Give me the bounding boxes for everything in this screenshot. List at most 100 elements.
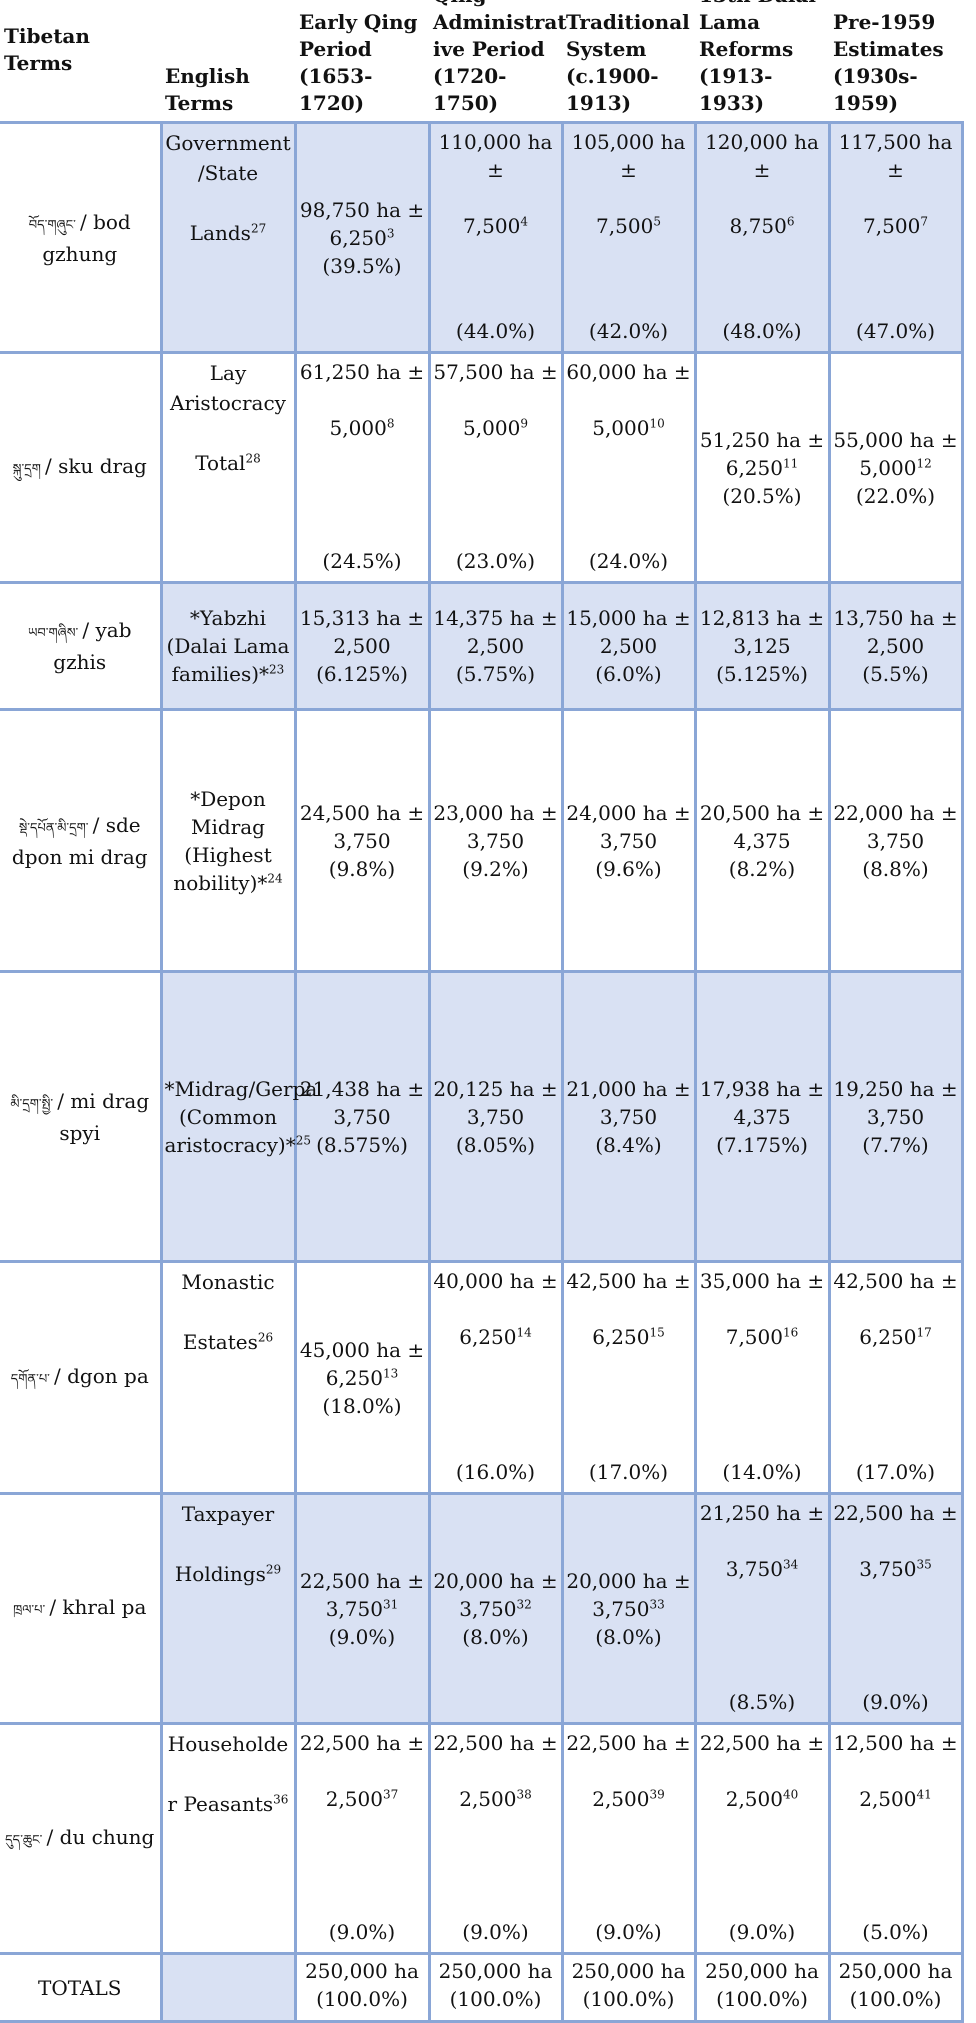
table-row: སྡེ་དཔོན་མི་དྲག་ / sde dpon mi drag *Depo… [0, 708, 964, 973]
column-header-line: (1930s-1959) [833, 64, 918, 115]
land-percent: (14.0%) [722, 1460, 802, 1484]
land-percent: (7.7%) [862, 1132, 929, 1157]
totals-percent: (100.0%) [716, 1987, 808, 2011]
footnote-marker: 41 [916, 1787, 932, 1802]
column-header-line: Early Qing [299, 10, 418, 34]
land-value: 20,125 ha ± 3,750 [433, 1076, 558, 1129]
land-value: 51,250 ha ± 6,25011 [699, 427, 825, 480]
english-term: *Depon Midrag (Highest nobility)*24 [173, 786, 283, 895]
land-percent: (44.0%) [455, 319, 536, 343]
land-value-cell: 57,500 ha ±5,0009 (23.0%) [427, 351, 564, 584]
land-value: 21,000 ha ± 3,750 [566, 1076, 691, 1129]
land-value: 15,000 ha ± 2,500 [566, 606, 691, 658]
header-row: Tibetan Terms English Terms Early Qing Perio… [0, 0, 962, 124]
column-header-line: (1653-1720) [299, 64, 373, 115]
english-term-cell: *Midrag/Gerpa (Common aristocracy)*25 [159, 970, 317, 1263]
footnote-marker: 16 [782, 1325, 799, 1340]
tibetan-term-cell: སྐུ་དྲག / sku drag [0, 351, 163, 584]
footnote-marker: 37 [382, 1787, 399, 1802]
table-body: བོད་གཞུང་ / bod gzhung Government/State La… [0, 121, 964, 2023]
land-percent: (48.0%) [722, 319, 802, 343]
english-term: Government/State Lands27 [165, 131, 291, 245]
tibetan-term-cell: ཁྲལ་པ་ / khral pa [0, 1492, 163, 1725]
land-value-cell: 22,500 ha ±2,50037 (9.0%) [293, 1722, 431, 1955]
table-row: སྐུ་དྲག / sku drag Lay Aristocracy Total28 6… [0, 351, 964, 584]
land-value: 120,000 ha ±8,7506 [705, 130, 819, 238]
english-term: Taxpayer Holdings29 [174, 1502, 282, 1586]
land-percent: (24.5%) [322, 549, 402, 573]
footnote-marker: 33 [649, 1596, 665, 1611]
land-value-cell: 60,000 ha ±5,00010 (24.0%) [560, 351, 697, 584]
column-header-5: 13th Dalai Lama Reforms (1913-1933) [695, 0, 829, 124]
footnote-marker: 12 [916, 455, 932, 470]
land-percent: (39.5%) [322, 253, 402, 278]
land-value: 110,000 ha ±7,5004 [438, 130, 553, 238]
land-percent: (9.2%) [462, 856, 529, 881]
land-value: 42,500 ha ±6,25017 [833, 1269, 958, 1349]
land-percent: (16.0%) [455, 1460, 536, 1484]
footnote-marker: 13 [382, 1365, 399, 1380]
tibetan-wylie: / sku drag [45, 453, 147, 478]
column-header-4: Traditional System (c.1900-1913) [562, 0, 695, 124]
land-value-cell: 12,813 ha ± 3,125 (5.125%) [693, 581, 831, 711]
english-term-cell: Government/State Lands27 [159, 121, 297, 354]
footnote-marker: 34 [782, 1557, 799, 1572]
land-value: 22,500 ha ±2,50038 [433, 1731, 558, 1811]
land-percent: (5.5%) [862, 662, 929, 686]
land-value: 22,500 ha ±3,75035 [833, 1501, 958, 1581]
table-row: དུད་ཆུང་ / du chung Householde r Peasants3… [0, 1722, 964, 1955]
footnote-marker: 26 [257, 1330, 274, 1345]
land-value-cell: 19,250 ha ± 3,750 (7.7%) [827, 970, 964, 1263]
column-header-line: Qing [433, 0, 487, 7]
column-header-line: Administrat [433, 10, 567, 34]
land-value-cell: 13,750 ha ± 2,500 (5.5%) [827, 581, 964, 711]
footnote-marker: 36 [273, 1792, 289, 1807]
land-percent: (17.0%) [855, 1460, 936, 1484]
land-percent: (8.0%) [462, 1624, 529, 1649]
column-header-line: Period [299, 37, 372, 61]
land-value-cell: 45,000 ha ± 6,25013 (18.0%) [293, 1260, 431, 1495]
land-value-cell: 40,000 ha ±6,25014 (16.0%) [427, 1260, 564, 1495]
table-row: བོད་གཞུང་ / bod gzhung Government/State La… [0, 121, 964, 354]
land-value: 24,000 ha ± 3,750 [566, 800, 691, 853]
land-value-cell: 42,500 ha ±6,25017 (17.0%) [827, 1260, 964, 1495]
tibetan-wylie: / dgon pa [54, 1363, 149, 1388]
land-value-cell: 24,500 ha ± 3,750 (9.8%) [293, 708, 431, 973]
land-value: 22,000 ha ± 3,750 [833, 800, 958, 853]
tibetan-script: སྐུ་དྲག [12, 461, 45, 477]
land-percent: (5.75%) [455, 662, 536, 686]
totals-percent: (100.0%) [582, 1987, 675, 2011]
land-value-cell: 120,000 ha ±8,7506 (48.0%) [693, 121, 831, 354]
land-value-cell: 24,000 ha ± 3,750 (9.6%) [560, 708, 697, 973]
column-header-line: System [566, 37, 647, 61]
totals-value-cell: 250,000 ha (100.0%) [560, 1952, 697, 2023]
land-value-cell: 22,500 ha ±2,50039 (9.0%) [560, 1722, 697, 1955]
english-term-cell: Taxpayer Holdings29 [159, 1492, 297, 1725]
land-percent: (22.0%) [855, 483, 936, 508]
tibetan-script: མི་དྲག་སྤྱི་ [10, 1096, 58, 1112]
land-value-cell: 61,250 ha ±5,0008 (24.5%) [293, 351, 431, 584]
tibetan-wylie: / du chung [46, 1824, 155, 1849]
footnote-marker: 6 [786, 214, 795, 229]
footnote-marker: 27 [250, 221, 267, 236]
english-term: Monastic Estates26 [181, 1270, 275, 1354]
tibetan-term-cell: དུད་ཆུང་ / du chung [0, 1722, 163, 1955]
english-term: *Midrag/Gerpa (Common aristocracy)*25 [164, 1076, 318, 1157]
column-header-line: Terms [165, 91, 234, 115]
land-value-cell: 22,500 ha ±2,50040 (9.0%) [693, 1722, 831, 1955]
land-percent: (9.0%) [595, 1920, 662, 1944]
land-value-cell: 14,375 ha ± 2,500 (5.75%) [427, 581, 564, 711]
totals-percent: (100.0%) [449, 1987, 542, 2011]
land-value-cell: 20,000 ha ± 3,75033 (8.0%) [560, 1492, 697, 1725]
column-header-line: Traditional [566, 10, 690, 34]
totals-value-cell: 250,000 ha (100.0%) [427, 1952, 564, 2023]
land-value-cell: 20,125 ha ± 3,750 (8.05%) [427, 970, 564, 1263]
land-value-cell: 15,000 ha ± 2,500 (6.0%) [560, 581, 697, 711]
land-value-cell: 35,000 ha ±7,50016 (14.0%) [693, 1260, 831, 1495]
land-value: 14,375 ha ± 2,500 [433, 606, 558, 658]
land-value-cell: 55,000 ha ± 5,00012 (22.0%) [827, 351, 964, 584]
land-value: 45,000 ha ± 6,25013 [299, 1337, 425, 1390]
land-percent: (9.0%) [862, 1690, 929, 1714]
tibetan-script: དུད་ཆུང་ [5, 1832, 47, 1848]
land-value-cell: 117,500 ha ±7,5007 (47.0%) [827, 121, 964, 354]
